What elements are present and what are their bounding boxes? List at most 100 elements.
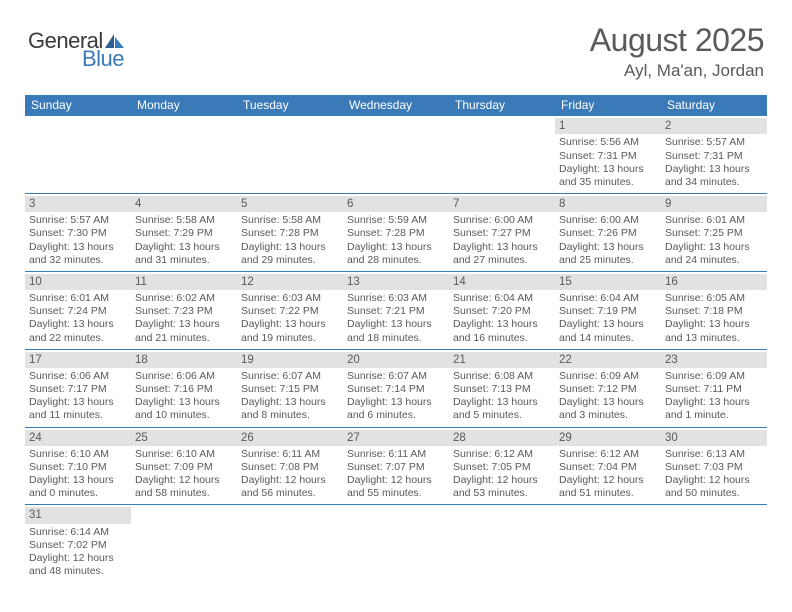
logo-text-blue: Blue (82, 46, 124, 72)
sunrise-text: Sunrise: 5:58 AM (241, 214, 339, 227)
day-number: 21 (449, 352, 555, 368)
calendar-week-row: 3Sunrise: 5:57 AMSunset: 7:30 PMDaylight… (25, 194, 767, 272)
daylight-text: Daylight: 13 hours (135, 318, 233, 331)
calendar-day-cell: 14Sunrise: 6:04 AMSunset: 7:20 PMDayligh… (449, 272, 555, 349)
sunset-text: Sunset: 7:11 PM (665, 383, 763, 396)
daylight-text: Daylight: 13 hours (665, 318, 763, 331)
calendar-day-cell: 9Sunrise: 6:01 AMSunset: 7:25 PMDaylight… (661, 194, 767, 271)
sunset-text: Sunset: 7:16 PM (135, 383, 233, 396)
sunset-text: Sunset: 7:28 PM (241, 227, 339, 240)
calendar-day-cell: 3Sunrise: 5:57 AMSunset: 7:30 PMDaylight… (25, 194, 131, 271)
sunrise-text: Sunrise: 6:07 AM (347, 370, 445, 383)
sunrise-text: Sunrise: 6:12 AM (453, 448, 551, 461)
sunrise-text: Sunrise: 6:07 AM (241, 370, 339, 383)
daylight-text: and 34 minutes. (665, 176, 763, 189)
calendar-day-cell: 25Sunrise: 6:10 AMSunset: 7:09 PMDayligh… (131, 428, 237, 505)
sunrise-text: Sunrise: 6:13 AM (665, 448, 763, 461)
day-number: 12 (237, 274, 343, 290)
daylight-text: and 53 minutes. (453, 487, 551, 500)
calendar-empty-cell (661, 505, 767, 582)
sunrise-text: Sunrise: 6:10 AM (29, 448, 127, 461)
sunset-text: Sunset: 7:13 PM (453, 383, 551, 396)
daylight-text: Daylight: 13 hours (559, 241, 657, 254)
calendar-week-row: 1Sunrise: 5:56 AMSunset: 7:31 PMDaylight… (25, 116, 767, 194)
daylight-text: and 22 minutes. (29, 332, 127, 345)
day-number: 11 (131, 274, 237, 290)
day-number: 28 (449, 430, 555, 446)
day-number: 2 (661, 118, 767, 134)
day-number: 14 (449, 274, 555, 290)
daylight-text: and 29 minutes. (241, 254, 339, 267)
calendar-day-cell: 19Sunrise: 6:07 AMSunset: 7:15 PMDayligh… (237, 350, 343, 427)
calendar-day-cell: 15Sunrise: 6:04 AMSunset: 7:19 PMDayligh… (555, 272, 661, 349)
daylight-text: and 8 minutes. (241, 409, 339, 422)
daylight-text: Daylight: 12 hours (453, 474, 551, 487)
calendar-empty-cell (237, 505, 343, 582)
day-number: 9 (661, 196, 767, 212)
daylight-text: Daylight: 12 hours (135, 474, 233, 487)
sunset-text: Sunset: 7:02 PM (29, 539, 127, 552)
daylight-text: and 25 minutes. (559, 254, 657, 267)
sunset-text: Sunset: 7:18 PM (665, 305, 763, 318)
sunrise-text: Sunrise: 6:00 AM (453, 214, 551, 227)
daylight-text: Daylight: 12 hours (559, 474, 657, 487)
sunrise-text: Sunrise: 6:12 AM (559, 448, 657, 461)
logo: GeneralBlue (28, 28, 126, 72)
calendar-day-cell: 20Sunrise: 6:07 AMSunset: 7:14 PMDayligh… (343, 350, 449, 427)
daylight-text: and 55 minutes. (347, 487, 445, 500)
day-number: 13 (343, 274, 449, 290)
sunrise-text: Sunrise: 6:01 AM (665, 214, 763, 227)
calendar-day-cell: 30Sunrise: 6:13 AMSunset: 7:03 PMDayligh… (661, 428, 767, 505)
daylight-text: and 21 minutes. (135, 332, 233, 345)
calendar-empty-cell (131, 505, 237, 582)
daylight-text: and 18 minutes. (347, 332, 445, 345)
day-number: 6 (343, 196, 449, 212)
calendar-day-cell: 18Sunrise: 6:06 AMSunset: 7:16 PMDayligh… (131, 350, 237, 427)
daylight-text: and 19 minutes. (241, 332, 339, 345)
calendar: SundayMondayTuesdayWednesdayThursdayFrid… (25, 95, 767, 582)
sunrise-text: Sunrise: 5:57 AM (29, 214, 127, 227)
sunset-text: Sunset: 7:10 PM (29, 461, 127, 474)
daylight-text: and 27 minutes. (453, 254, 551, 267)
daylight-text: Daylight: 13 hours (453, 396, 551, 409)
daylight-text: Daylight: 13 hours (241, 318, 339, 331)
calendar-day-cell: 22Sunrise: 6:09 AMSunset: 7:12 PMDayligh… (555, 350, 661, 427)
calendar-empty-cell (343, 505, 449, 582)
title-block: August 2025 Ayl, Ma'an, Jordan (590, 22, 764, 81)
calendar-day-cell: 8Sunrise: 6:00 AMSunset: 7:26 PMDaylight… (555, 194, 661, 271)
day-number: 27 (343, 430, 449, 446)
calendar-week-row: 24Sunrise: 6:10 AMSunset: 7:10 PMDayligh… (25, 428, 767, 506)
daylight-text: Daylight: 13 hours (453, 241, 551, 254)
sunrise-text: Sunrise: 6:14 AM (29, 526, 127, 539)
weekday-header: Wednesday (343, 95, 449, 116)
daylight-text: Daylight: 13 hours (559, 396, 657, 409)
header: GeneralBlue August 2025 Ayl, Ma'an, Jord… (0, 0, 792, 87)
calendar-day-cell: 16Sunrise: 6:05 AMSunset: 7:18 PMDayligh… (661, 272, 767, 349)
day-number: 19 (237, 352, 343, 368)
daylight-text: and 51 minutes. (559, 487, 657, 500)
calendar-day-cell: 24Sunrise: 6:10 AMSunset: 7:10 PMDayligh… (25, 428, 131, 505)
daylight-text: Daylight: 13 hours (29, 396, 127, 409)
sunrise-text: Sunrise: 6:02 AM (135, 292, 233, 305)
daylight-text: and 32 minutes. (29, 254, 127, 267)
daylight-text: and 0 minutes. (29, 487, 127, 500)
calendar-day-cell: 26Sunrise: 6:11 AMSunset: 7:08 PMDayligh… (237, 428, 343, 505)
sunset-text: Sunset: 7:04 PM (559, 461, 657, 474)
sunset-text: Sunset: 7:15 PM (241, 383, 339, 396)
sunrise-text: Sunrise: 6:11 AM (241, 448, 339, 461)
daylight-text: Daylight: 12 hours (241, 474, 339, 487)
sunrise-text: Sunrise: 6:04 AM (453, 292, 551, 305)
sunset-text: Sunset: 7:09 PM (135, 461, 233, 474)
calendar-day-cell: 11Sunrise: 6:02 AMSunset: 7:23 PMDayligh… (131, 272, 237, 349)
sunrise-text: Sunrise: 6:09 AM (559, 370, 657, 383)
day-number: 31 (25, 507, 131, 523)
day-number: 1 (555, 118, 661, 134)
calendar-day-cell: 7Sunrise: 6:00 AMSunset: 7:27 PMDaylight… (449, 194, 555, 271)
sunset-text: Sunset: 7:24 PM (29, 305, 127, 318)
sunrise-text: Sunrise: 5:57 AM (665, 136, 763, 149)
sunset-text: Sunset: 7:03 PM (665, 461, 763, 474)
day-number: 17 (25, 352, 131, 368)
sunrise-text: Sunrise: 6:06 AM (135, 370, 233, 383)
sunrise-text: Sunrise: 5:56 AM (559, 136, 657, 149)
calendar-empty-cell (131, 116, 237, 193)
